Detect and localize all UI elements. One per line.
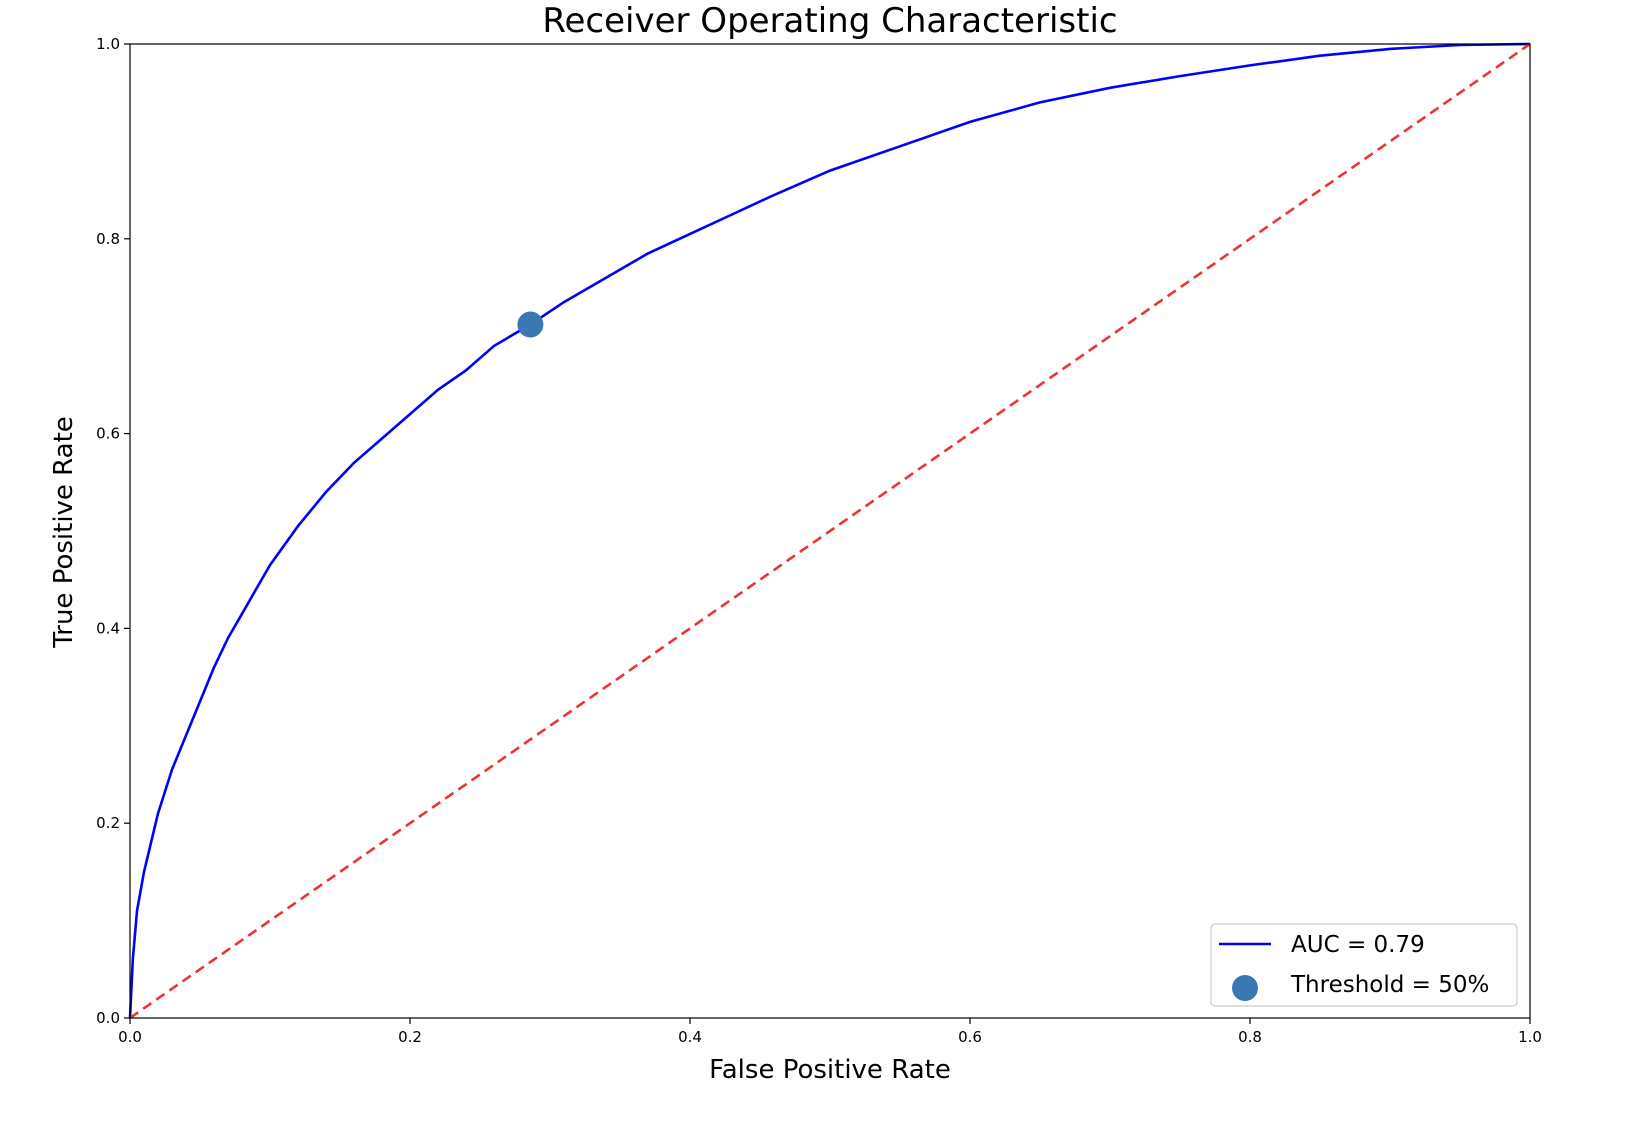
legend: AUC = 0.79 Threshold = 50%: [1210, 923, 1518, 1007]
x-tick-label: 0.8: [1238, 1028, 1262, 1046]
x-tick-label: 0.2: [398, 1028, 422, 1046]
roc-curve-line: [128, 42, 1531, 1019]
y-tick-label: 0.0: [96, 1009, 120, 1027]
plot-area: 0.0 0.2 0.4 0.6 0.8 1.0 0.0 0.2 0.4 0.6 0.8 1.0: [96, 35, 1542, 1046]
y-tick-label: 0.6: [96, 425, 120, 443]
chart-title: Receiver Operating Characteristic: [542, 1, 1117, 41]
plot-frame: [129, 43, 1531, 1019]
legend-threshold-label: Threshold = 50%: [1290, 972, 1489, 998]
threshold-point: [517, 311, 544, 338]
y-tick-label: 0.8: [96, 230, 120, 248]
x-tick-label: 0.0: [118, 1028, 142, 1046]
chance-diagonal-line: [129, 42, 1531, 1020]
y-tick-label: 0.4: [96, 619, 120, 637]
x-tick-label: 0.6: [958, 1028, 982, 1046]
y-tick-label: 1.0: [96, 35, 120, 53]
x-axis-label: False Positive Rate: [709, 1055, 951, 1085]
legend-box: [1210, 923, 1518, 1007]
y-axis-label: True Positive Rate: [49, 416, 79, 649]
legend-auc-label: AUC = 0.79: [1291, 932, 1425, 958]
legend-threshold-marker: [1232, 975, 1258, 1001]
y-tick-label: 0.2: [96, 814, 120, 832]
x-tick-label: 0.4: [678, 1028, 702, 1046]
x-tick-label: 1.0: [1518, 1028, 1542, 1046]
